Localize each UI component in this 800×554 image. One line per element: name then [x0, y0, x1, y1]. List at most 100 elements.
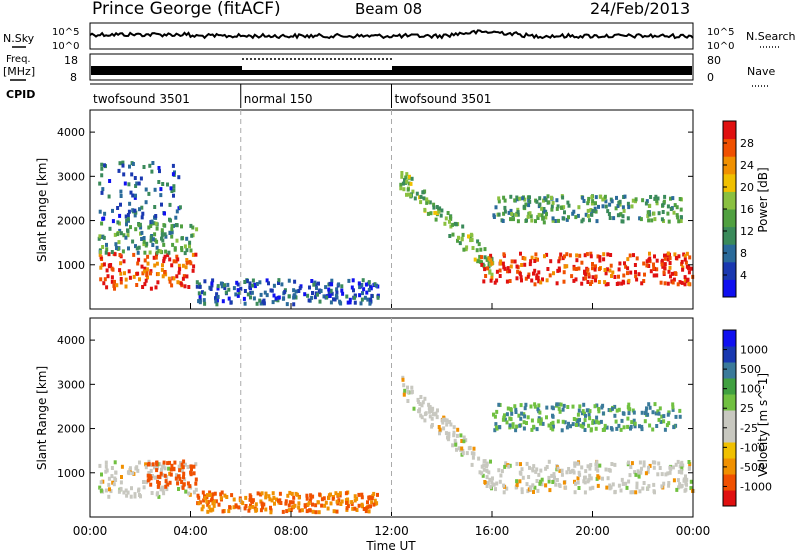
- heatmap-cell: [197, 495, 201, 500]
- x-ticklabels: 00:00 04:00 08:00 12:00 16:00 20:00 00:00: [73, 524, 711, 538]
- heatmap-cell: [137, 257, 141, 262]
- colorbar-tick-label: -500: [740, 461, 765, 474]
- heatmap-cell: [526, 214, 530, 219]
- heatmap-cell: [617, 423, 621, 428]
- heatmap-cell: [602, 252, 606, 257]
- heatmap-cell: [677, 469, 681, 474]
- heatmap-cell: [355, 508, 359, 512]
- heatmap-cell: [320, 503, 324, 508]
- heatmap-cell: [136, 250, 140, 255]
- heatmap-cell: [128, 275, 132, 280]
- heatmap-cell: [135, 283, 139, 287]
- heatmap-cell: [150, 491, 154, 495]
- heatmap-cell: [679, 219, 683, 223]
- heatmap-cell: [683, 254, 687, 259]
- heatmap-cell: [589, 476, 593, 481]
- heatmap-cell: [483, 480, 487, 484]
- heatmap-cell: [217, 502, 221, 507]
- colorbar-segment: [723, 426, 736, 443]
- heatmap-cell: [617, 483, 621, 488]
- heatmap-cell: [262, 502, 266, 507]
- heatmap-cell: [462, 435, 466, 440]
- heatmap-cell: [646, 487, 650, 491]
- heatmap-cell: [310, 295, 314, 300]
- heatmap-cell: [100, 235, 104, 239]
- heatmap-cell: [478, 254, 482, 259]
- heatmap-cell: [647, 402, 651, 407]
- heatmap-cell: [308, 285, 311, 290]
- heatmap-cell: [655, 273, 659, 278]
- heatmap-cell: [586, 201, 590, 206]
- heatmap-cell: [504, 461, 508, 466]
- heatmap-cell: [667, 410, 671, 415]
- heatmap-cell: [572, 266, 576, 271]
- heatmap-cell: [686, 277, 690, 282]
- heatmap-cell: [616, 213, 620, 218]
- heatmap-cell: [105, 268, 109, 273]
- heatmap-cell: [220, 284, 224, 289]
- heatmap-cell: [137, 487, 141, 492]
- heatmap-cell: [142, 236, 146, 240]
- heatmap-cell: [203, 291, 207, 296]
- heatmap-cell: [560, 472, 564, 477]
- heatmap-cell: [677, 485, 681, 490]
- heatmap-cell: [142, 269, 146, 274]
- heatmap-cell: [519, 416, 523, 421]
- heatmap-cell: [121, 160, 125, 165]
- heatmap-cell: [133, 176, 137, 180]
- heatmap-cell: [98, 463, 102, 468]
- heatmap-cell: [689, 486, 693, 491]
- heatmap-cell: [291, 500, 295, 505]
- heatmap-cell: [620, 418, 624, 423]
- heatmap-cell: [544, 197, 548, 202]
- heatmap-cell: [434, 411, 438, 416]
- heatmap-cell: [640, 427, 644, 432]
- heatmap-cell: [652, 465, 656, 470]
- heatmap-cell: [676, 478, 680, 483]
- heatmap-cell: [297, 505, 301, 510]
- heatmap-cell: [518, 470, 522, 475]
- heatmap-cell: [461, 448, 465, 453]
- heatmap-cell: [134, 227, 138, 232]
- heatmap-cell: [591, 199, 595, 204]
- heatmap-cell: [537, 416, 541, 421]
- heatmap-cell: [563, 264, 567, 269]
- heatmap-cell: [211, 278, 215, 283]
- heatmap-cell: [306, 293, 310, 298]
- heatmap-cell: [604, 467, 608, 472]
- colorbar-segment: [723, 378, 736, 395]
- heatmap-cell: [184, 265, 188, 270]
- heatmap-cell: [277, 295, 281, 300]
- heatmap-cell: [655, 267, 659, 272]
- heatmap-cell: [545, 415, 548, 420]
- heatmap-cell: [170, 283, 174, 288]
- heatmap-cell: [224, 290, 228, 295]
- heatmap-cell: [277, 278, 281, 283]
- heatmap-cell: [405, 172, 409, 177]
- colorbar-segment: [723, 346, 736, 363]
- heatmap-cell: [329, 300, 333, 305]
- heatmap-cell: [194, 481, 198, 486]
- heatmap-cell: [283, 289, 287, 294]
- heatmap-cell: [583, 490, 587, 495]
- cpid-label: CPID: [6, 88, 35, 101]
- heatmap-cell: [271, 300, 275, 305]
- heatmap-cell: [666, 412, 670, 417]
- heatmap-cell: [338, 491, 342, 496]
- heatmap-cell: [498, 425, 502, 430]
- heatmap-cell: [108, 487, 111, 492]
- heatmap-cell: [101, 216, 105, 221]
- heatmap-cell: [335, 287, 339, 292]
- heatmap-cell: [654, 194, 658, 199]
- heatmap-cell: [558, 409, 562, 414]
- heatmap-cell: [603, 194, 607, 199]
- x-tick-label: 12:00: [374, 524, 409, 538]
- heatmap-cell: [107, 482, 111, 487]
- heatmap-cell: [255, 282, 259, 286]
- heatmap-cell: [144, 200, 148, 205]
- heatmap-cell: [178, 267, 182, 272]
- heatmap-cell: [486, 481, 490, 486]
- heatmap-cell: [241, 501, 245, 506]
- heatmap-cell: [589, 254, 593, 259]
- heatmap-cell: [508, 279, 512, 283]
